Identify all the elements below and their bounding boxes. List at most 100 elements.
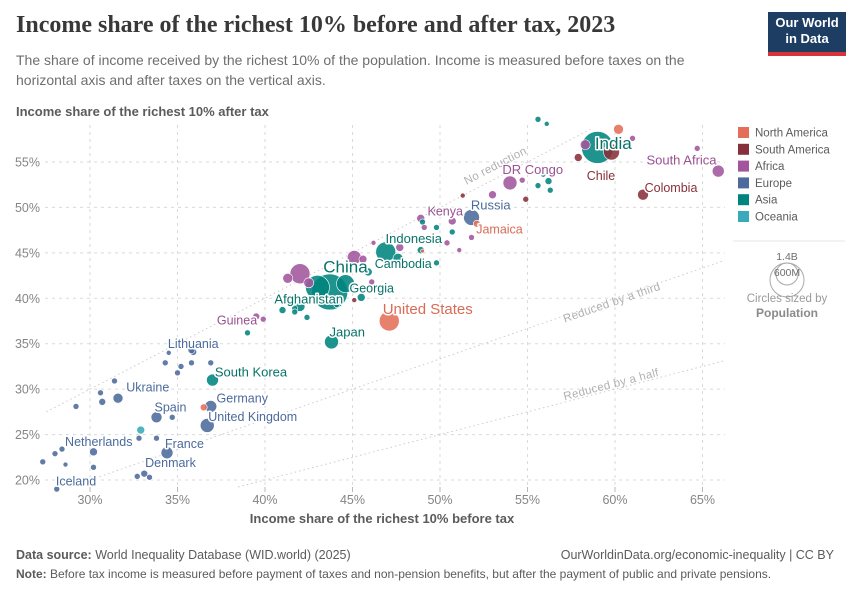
country-label[interactable]: Indonesia [384, 229, 444, 247]
data-point[interactable] [546, 186, 554, 194]
data-point[interactable] [72, 403, 80, 410]
data-point[interactable] [489, 201, 496, 209]
data-point-united-kingdom[interactable] [199, 418, 215, 433]
country-label[interactable]: Russia [469, 196, 513, 214]
data-point-netherlands[interactable] [89, 447, 98, 457]
data-point[interactable] [187, 346, 196, 354]
data-point-guinea[interactable] [252, 312, 261, 321]
legend-swatch-asia[interactable] [738, 194, 749, 206]
data-point[interactable] [207, 359, 215, 367]
data-point[interactable] [392, 253, 404, 264]
data-point-spain[interactable] [150, 411, 163, 424]
data-point[interactable] [522, 195, 530, 203]
data-point[interactable] [351, 297, 358, 303]
owid-logo[interactable]: Our World in Data [768, 12, 846, 56]
data-point[interactable] [488, 190, 497, 200]
data-point[interactable] [540, 171, 547, 178]
country-label[interactable]: United Kingdom [207, 408, 299, 425]
country-label[interactable]: China [322, 256, 370, 278]
country-label[interactable]: Spain [153, 399, 188, 416]
legend-swatch-north-america[interactable] [738, 127, 749, 138]
data-point[interactable] [58, 445, 66, 453]
data-point[interactable] [333, 301, 341, 308]
country-label[interactable]: Cambodia [373, 256, 433, 273]
data-point[interactable] [370, 240, 377, 246]
data-point[interactable] [135, 434, 143, 442]
data-point[interactable] [133, 473, 141, 480]
data-point[interactable] [543, 121, 550, 127]
data-point[interactable] [573, 153, 583, 162]
data-point[interactable] [62, 461, 69, 468]
country-label[interactable]: Lithuania [166, 336, 220, 353]
data-point[interactable] [259, 315, 267, 323]
data-point[interactable] [468, 234, 475, 241]
data-point[interactable] [244, 329, 251, 337]
country-label[interactable]: DR Congo [501, 160, 565, 178]
country-label[interactable]: Denmark [144, 455, 198, 472]
data-point[interactable] [419, 218, 426, 226]
data-point-iceland[interactable] [53, 485, 61, 493]
data-point-ukraine[interactable] [112, 392, 124, 404]
data-point-south-korea[interactable] [206, 373, 219, 387]
data-point[interactable] [518, 176, 526, 184]
data-point[interactable] [90, 463, 97, 471]
country-label[interactable]: South Korea [213, 363, 289, 381]
data-point-dr-congo[interactable] [502, 175, 518, 191]
data-point-united-states[interactable] [378, 310, 400, 332]
data-point[interactable] [501, 169, 509, 177]
data-point[interactable] [174, 369, 181, 377]
data-point[interactable] [199, 403, 208, 412]
legend-swatch-africa[interactable] [738, 160, 749, 172]
data-point-chile[interactable] [603, 143, 620, 161]
legend-label[interactable]: South America [755, 144, 830, 156]
country-label[interactable]: Kenya [426, 203, 464, 220]
data-point-kenya[interactable] [447, 216, 457, 226]
legend-label[interactable]: Europe [755, 178, 792, 190]
data-point[interactable] [51, 450, 59, 457]
data-point[interactable] [395, 243, 405, 252]
scatter-plot[interactable]: 20% 25% 30% 35% 40% 45% 50% 55% 30% 35% 40% 45% 50% 5… [0, 100, 850, 550]
legend-swatch-oceania[interactable] [738, 211, 749, 222]
country-label[interactable]: Iceland [54, 473, 97, 490]
data-point[interactable] [39, 458, 47, 466]
data-point[interactable] [176, 340, 183, 346]
data-point[interactable] [452, 206, 459, 213]
data-point[interactable] [358, 254, 368, 264]
data-point[interactable] [534, 115, 542, 123]
data-point[interactable] [165, 350, 172, 356]
data-point[interactable] [278, 306, 287, 314]
country-label[interactable]: Jamaica [475, 221, 525, 238]
data-point-colombia[interactable] [637, 188, 649, 201]
data-point[interactable] [534, 182, 542, 189]
country-label[interactable]: Chile [585, 168, 617, 185]
country-label[interactable]: Netherlands [64, 434, 134, 451]
country-label[interactable]: Ukraine [125, 379, 171, 396]
data-point[interactable] [303, 314, 311, 321]
country-label[interactable]: India [593, 132, 633, 154]
data-point[interactable] [97, 389, 104, 397]
country-label[interactable]: Afghanistan [273, 290, 345, 308]
data-point[interactable] [168, 414, 176, 421]
data-point[interactable] [136, 425, 146, 435]
data-point[interactable] [459, 192, 466, 199]
country-label[interactable]: Colombia [643, 179, 699, 196]
data-point-south-africa[interactable] [711, 164, 725, 178]
data-point[interactable] [456, 247, 463, 253]
legend-label[interactable]: Asia [755, 195, 778, 207]
data-point[interactable] [613, 123, 624, 135]
data-point-cambodia[interactable] [433, 259, 440, 267]
data-point-denmark[interactable] [140, 469, 149, 478]
data-point-france[interactable] [160, 446, 174, 460]
legend-swatch-europe[interactable] [738, 177, 749, 189]
data-point[interactable] [693, 145, 701, 152]
data-point[interactable] [433, 224, 440, 231]
data-point[interactable] [177, 363, 185, 370]
data-point[interactable] [368, 278, 376, 286]
data-point[interactable] [161, 359, 169, 367]
legend-label[interactable]: North America [755, 128, 828, 140]
data-point[interactable] [336, 274, 355, 294]
country-label[interactable]: United States [381, 299, 474, 319]
country-label[interactable]: Japan [328, 323, 366, 341]
data-point[interactable] [188, 359, 195, 367]
country-label[interactable]: Georgia [348, 280, 396, 297]
